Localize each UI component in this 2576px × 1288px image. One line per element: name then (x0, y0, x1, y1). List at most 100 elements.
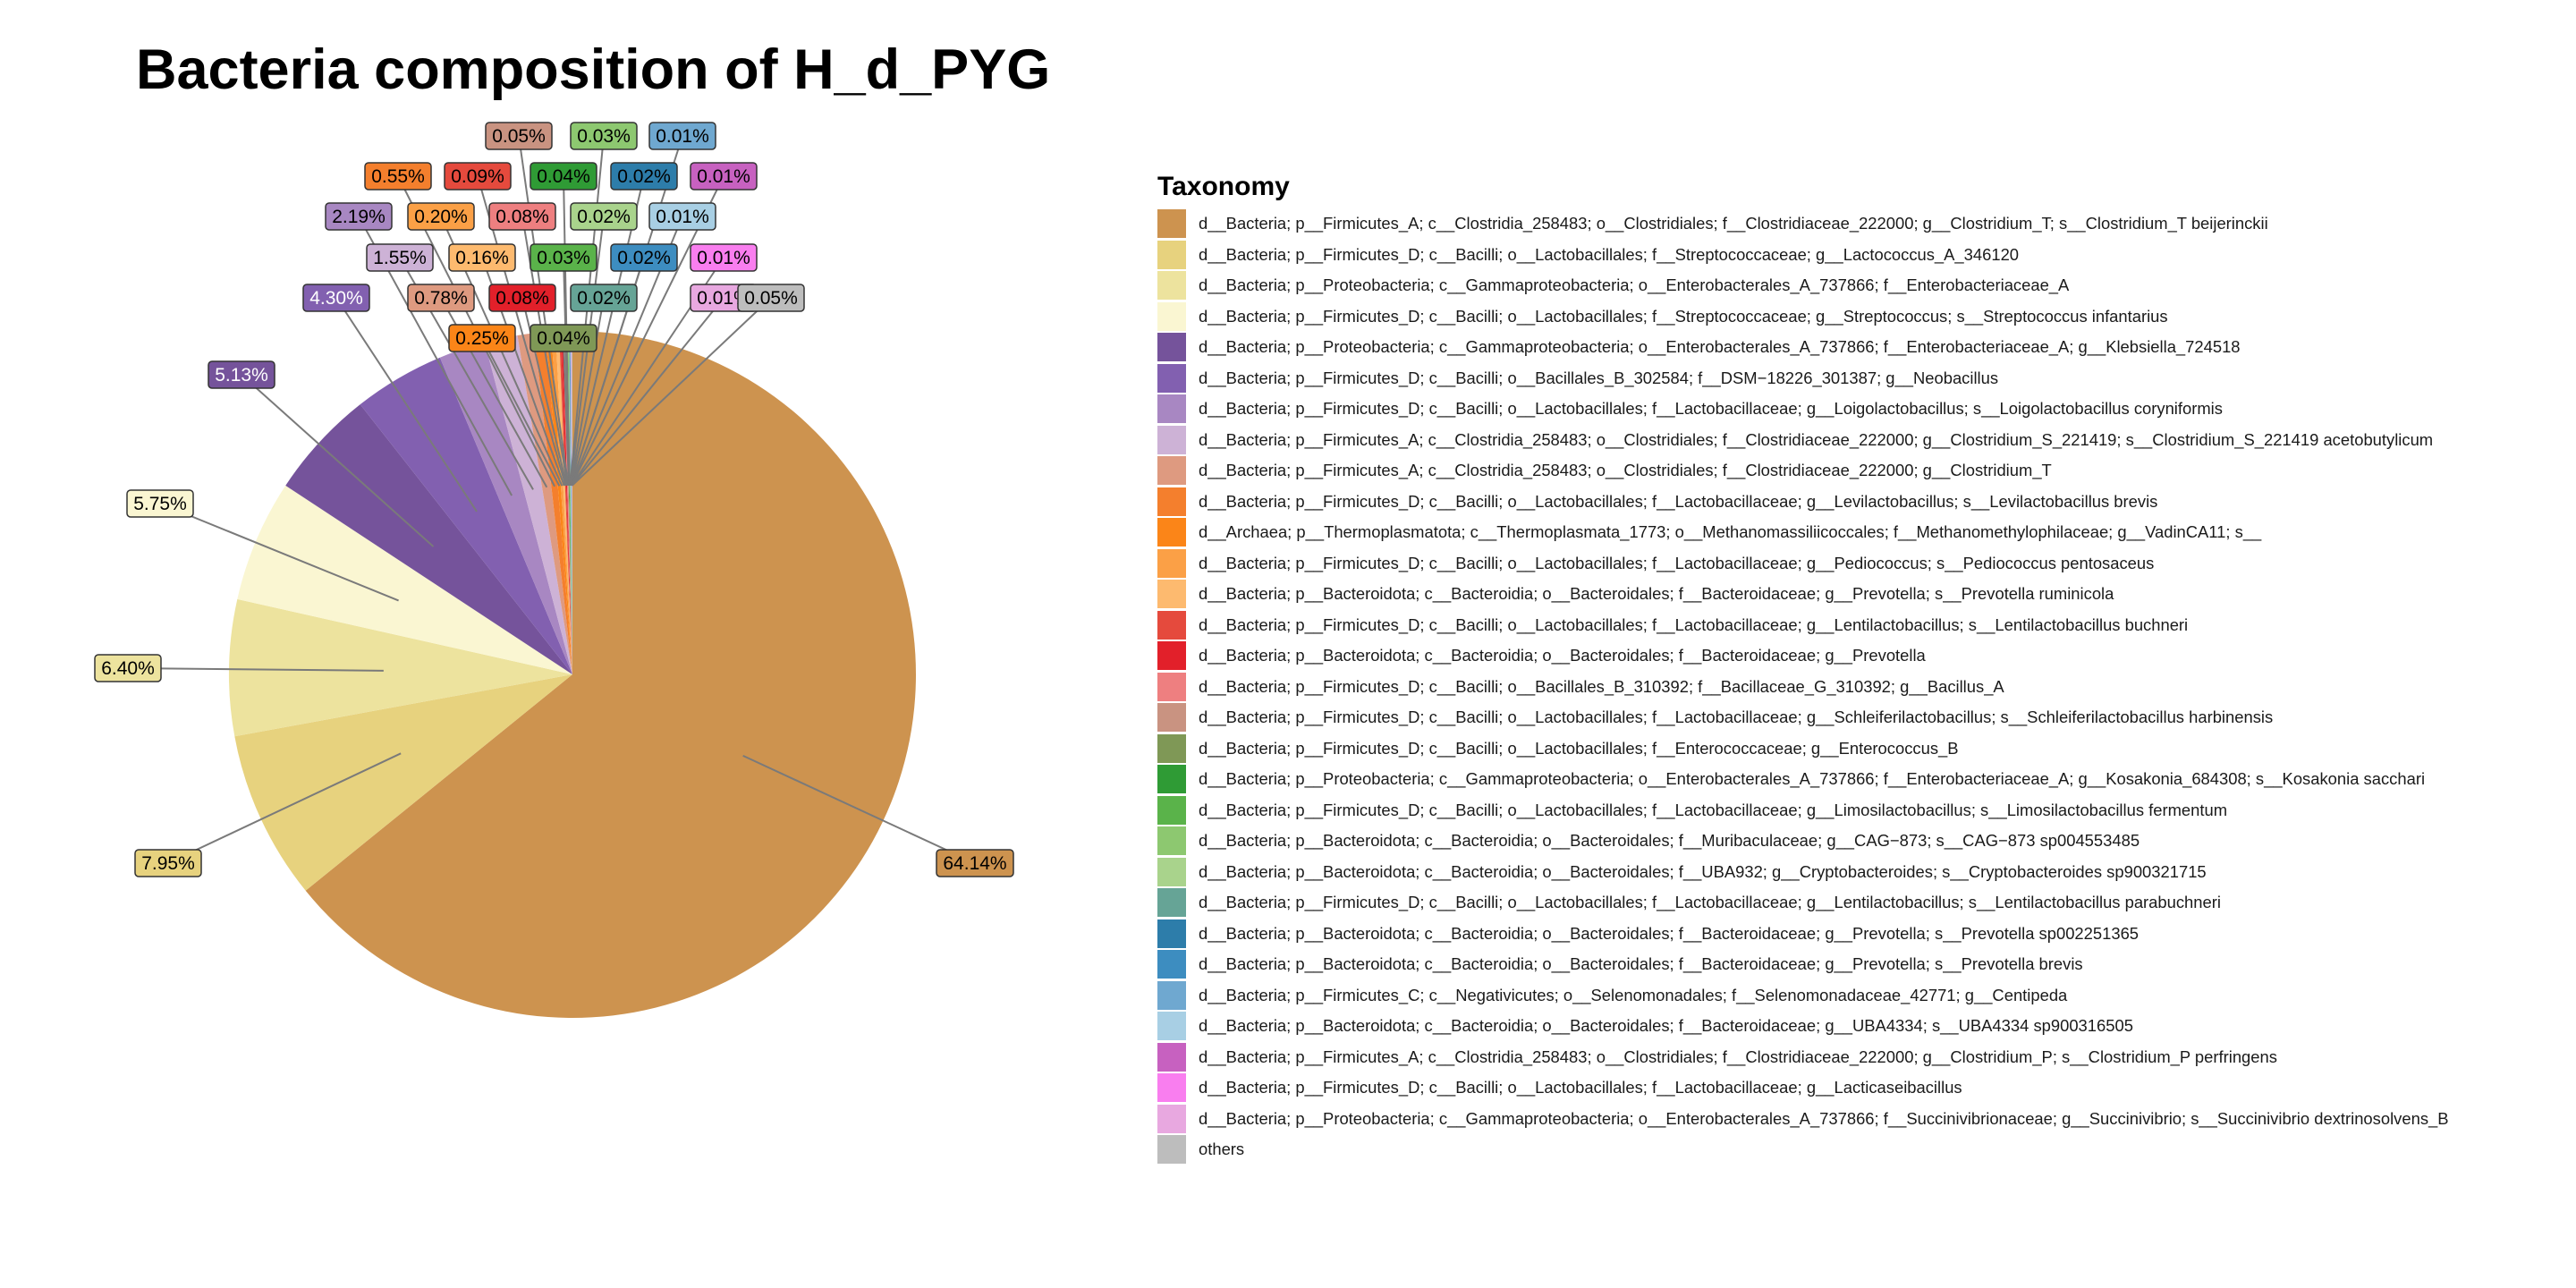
legend-label: d__Bacteria; p__Firmicutes_A; c__Clostri… (1199, 1046, 2277, 1066)
slice-label: 0.03% (570, 122, 638, 150)
slice-label: 5.75% (126, 489, 194, 518)
slice-label-text: 0.05% (744, 288, 798, 309)
slice-label: 0.05% (485, 122, 553, 150)
legend-label: d__Bacteria; p__Firmicutes_D; c__Bacilli… (1199, 893, 2221, 912)
legend-swatch (1157, 795, 1186, 825)
slice-label: 0.01% (690, 243, 758, 272)
legend-swatch (1157, 209, 1186, 239)
legend-label: d__Bacteria; p__Bacteroidota; c__Bactero… (1199, 954, 2083, 974)
legend-item: d__Bacteria; p__Bacteroidota; c__Bactero… (1157, 857, 2576, 888)
pie-slice (555, 331, 572, 674)
legend-swatch (1157, 456, 1186, 486)
slice-label-text: 0.01% (697, 248, 750, 268)
leader-line (521, 297, 568, 487)
slice-label-text: 0.16% (455, 248, 509, 268)
slice-label-box (570, 122, 638, 150)
slice-label-text: 0.04% (537, 166, 590, 187)
legend-label: d__Bacteria; p__Bacteroidota; c__Bactero… (1199, 831, 2140, 851)
legend-swatch (1157, 641, 1186, 671)
slice-label: 0.20% (407, 202, 475, 231)
pie-slice (484, 335, 572, 674)
slice-label-text: 0.01% (697, 166, 750, 187)
pie-slices (228, 331, 917, 1019)
leader-line (742, 754, 976, 864)
legend-swatch (1157, 240, 1186, 269)
leader-line (241, 374, 435, 547)
pie-slice (569, 331, 572, 674)
legend-item: d__Bacteria; p__Firmicutes_D; c__Bacilli… (1157, 363, 2576, 394)
slice-label-text: 6.40% (101, 658, 155, 679)
slice-label: 0.08% (488, 202, 556, 231)
legend-item: d__Bacteria; p__Firmicutes_D; c__Bacilli… (1157, 887, 2576, 919)
slice-label-box (134, 849, 202, 877)
legend-swatch (1157, 1012, 1186, 1041)
slice-label-box (208, 360, 275, 389)
slice-label-text: 2.19% (332, 207, 386, 227)
legend-item: d__Bacteria; p__Firmicutes_A; c__Clostri… (1157, 455, 2576, 487)
legend-item: d__Bacteria; p__Firmicutes_D; c__Bacilli… (1157, 1072, 2576, 1104)
legend-swatch (1157, 733, 1186, 763)
slice-label: 0.25% (448, 324, 516, 352)
slice-label-box (530, 243, 597, 272)
pie-slice (567, 331, 572, 674)
legend-swatch (1157, 950, 1186, 979)
legend-item: d__Bacteria; p__Proteobacteria; c__Gamma… (1157, 1104, 2576, 1135)
slice-label-box (325, 202, 393, 231)
slice-label: 2.19% (325, 202, 393, 231)
legend-item: d__Bacteria; p__Firmicutes_D; c__Bacilli… (1157, 548, 2576, 580)
slice-label-box (530, 162, 597, 191)
legend-label: d__Bacteria; p__Firmicutes_D; c__Bacilli… (1199, 368, 1999, 387)
legend-item: d__Bacteria; p__Firmicutes_D; c__Bacilli… (1157, 733, 2576, 765)
slice-label-text: 0.01% (656, 126, 709, 147)
legend-item: d__Bacteria; p__Proteobacteria; c__Gamma… (1157, 332, 2576, 363)
slice-label-box (530, 324, 597, 352)
legend-label: d__Bacteria; p__Firmicutes_D; c__Bacilli… (1199, 553, 2155, 572)
leader-line (167, 752, 402, 864)
slice-label-box (366, 243, 434, 272)
leader-line (570, 297, 605, 486)
legend-swatch (1157, 425, 1186, 454)
slice-label: 0.78% (407, 284, 475, 312)
slice-label-box (488, 202, 556, 231)
legend-label: d__Bacteria; p__Firmicutes_D; c__Bacilli… (1199, 1078, 1962, 1097)
slice-label-text: 0.02% (577, 207, 631, 227)
slice-label: 0.01% (690, 162, 758, 191)
legend-item: d__Bacteria; p__Bacteroidota; c__Bactero… (1157, 826, 2576, 857)
slice-label: 0.01% (648, 122, 716, 150)
slice-label-box (610, 162, 678, 191)
slice-label-text: 5.75% (133, 494, 187, 514)
chart-title: Bacteria composition of H_d_PYG (136, 38, 1051, 101)
legend-swatch (1157, 333, 1186, 362)
legend-label: d__Bacteria; p__Bacteroidota; c__Bactero… (1199, 861, 2207, 881)
slice-label-text: 0.20% (414, 207, 468, 227)
slice-label-box (737, 284, 805, 312)
slice-label: 0.02% (570, 202, 638, 231)
legend-swatch (1157, 610, 1186, 640)
slice-label-box (407, 284, 475, 312)
legend-label: d__Bacteria; p__Firmicutes_A; c__Clostri… (1199, 214, 2268, 233)
slice-label-text: 5.13% (215, 365, 268, 386)
legend-label: d__Bacteria; p__Proteobacteria; c__Gamma… (1199, 1108, 2449, 1128)
legend-item: d__Archaea; p__Thermoplasmatota; c__Ther… (1157, 517, 2576, 548)
slice-label: 0.02% (570, 284, 638, 312)
legend-swatch (1157, 394, 1186, 424)
legend-label: d__Bacteria; p__Firmicutes_D; c__Bacilli… (1199, 491, 2158, 511)
legend-item: d__Bacteria; p__Firmicutes_D; c__Bacilli… (1157, 487, 2576, 518)
slice-label: 0.09% (444, 162, 512, 191)
legend-item: d__Bacteria; p__Firmicutes_D; c__Bacilli… (1157, 702, 2576, 733)
slice-label-text: 0.55% (371, 166, 425, 187)
slice-label-text: 7.95% (141, 853, 195, 874)
legend-item: d__Bacteria; p__Firmicutes_A; c__Clostri… (1157, 425, 2576, 456)
slice-label: 5.13% (208, 360, 275, 389)
pie-slice (546, 331, 572, 674)
legend-label: d__Bacteria; p__Firmicutes_A; c__Clostri… (1199, 429, 2434, 449)
pie-slice (561, 331, 572, 674)
legend-label: d__Bacteria; p__Firmicutes_C; c__Negativ… (1199, 985, 2068, 1004)
slice-label-box (648, 122, 716, 150)
slice-label: 1.55% (366, 243, 434, 272)
slice-label-box (610, 243, 678, 272)
legend-label: d__Bacteria; p__Firmicutes_D; c__Bacilli… (1199, 614, 2189, 634)
legend-label: d__Bacteria; p__Bacteroidota; c__Bactero… (1199, 584, 2114, 604)
legend-swatch (1157, 301, 1186, 331)
slice-label-text: 0.03% (577, 126, 631, 147)
